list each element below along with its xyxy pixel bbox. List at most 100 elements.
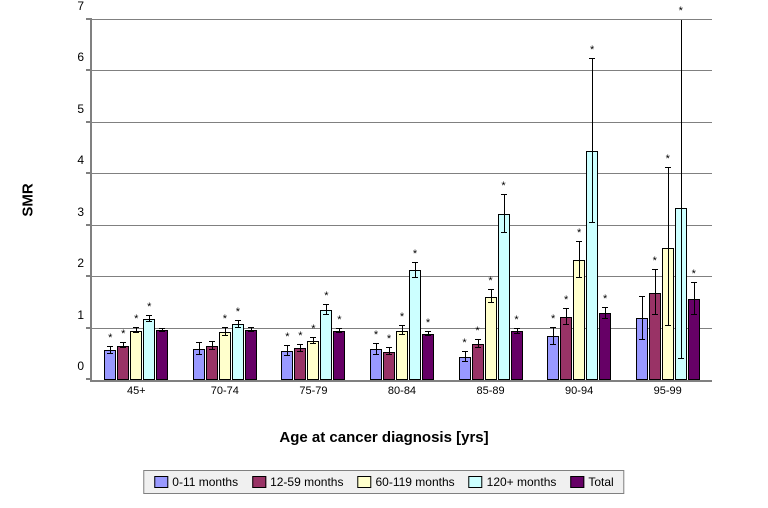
bar xyxy=(219,332,231,380)
x-category-label: 75-79 xyxy=(299,380,327,397)
error-cap xyxy=(639,296,645,297)
significance-star: * xyxy=(298,331,302,342)
significance-star: * xyxy=(475,326,479,337)
bar xyxy=(206,346,218,380)
error-cap xyxy=(475,347,481,348)
y-tick-label: 0 xyxy=(77,359,92,373)
error-bar xyxy=(566,309,567,325)
error-bar xyxy=(642,297,643,340)
error-cap xyxy=(550,327,556,328)
error-bar xyxy=(415,263,416,278)
error-cap xyxy=(425,335,431,336)
significance-star: * xyxy=(236,307,240,318)
bar xyxy=(498,214,510,380)
x-category-label: 85-89 xyxy=(476,380,504,397)
error-cap xyxy=(475,339,481,340)
x-category-label: 70-74 xyxy=(211,380,239,397)
error-bar xyxy=(655,270,656,314)
error-cap xyxy=(196,342,202,343)
error-cap xyxy=(550,344,556,345)
error-bar xyxy=(553,328,554,345)
significance-star: * xyxy=(311,324,315,335)
error-cap xyxy=(399,334,405,335)
error-cap xyxy=(488,289,494,290)
error-cap xyxy=(336,328,342,329)
significance-star: * xyxy=(413,249,417,260)
bar xyxy=(143,319,155,380)
error-cap xyxy=(425,331,431,332)
bar xyxy=(383,352,395,380)
legend-swatch xyxy=(252,476,266,488)
error-cap xyxy=(297,344,303,345)
error-bar xyxy=(694,283,695,315)
bar-group: 80-84***** xyxy=(358,20,447,380)
error-cap xyxy=(209,341,215,342)
bar xyxy=(156,330,168,380)
x-axis-label: Age at cancer diagnosis [yrs] xyxy=(279,429,488,446)
error-bar xyxy=(504,195,505,233)
significance-star: * xyxy=(488,276,492,287)
bar xyxy=(396,331,408,380)
significance-star: * xyxy=(666,154,670,165)
legend-item: 0-11 months xyxy=(154,475,238,489)
error-cap xyxy=(602,318,608,319)
error-cap xyxy=(589,222,595,223)
bar xyxy=(307,341,319,380)
error-cap xyxy=(576,277,582,278)
error-cap xyxy=(691,282,697,283)
error-cap xyxy=(323,314,329,315)
error-cap xyxy=(373,354,379,355)
legend-swatch xyxy=(357,476,371,488)
error-cap xyxy=(133,327,139,328)
error-cap xyxy=(652,314,658,315)
error-cap xyxy=(652,269,658,270)
error-bar xyxy=(668,168,669,326)
y-tick-label: 7 xyxy=(77,0,92,13)
error-cap xyxy=(639,339,645,340)
bar xyxy=(599,313,611,380)
error-cap xyxy=(412,277,418,278)
legend: 0-11 months12-59 months60-119 months120+… xyxy=(143,470,624,494)
error-cap xyxy=(159,328,165,329)
error-cap xyxy=(235,327,241,328)
significance-star: * xyxy=(514,315,518,326)
error-cap xyxy=(222,335,228,336)
bar-group: 70-74** xyxy=(181,20,270,380)
bar xyxy=(422,334,434,380)
error-cap xyxy=(133,332,139,333)
error-cap xyxy=(501,194,507,195)
error-cap xyxy=(488,302,494,303)
error-bar xyxy=(491,290,492,303)
y-axis-label: SMR xyxy=(20,183,37,216)
bar xyxy=(130,331,142,380)
legend-label: Total xyxy=(588,475,613,489)
significance-star: * xyxy=(400,312,404,323)
significance-star: * xyxy=(134,314,138,325)
error-cap xyxy=(284,345,290,346)
bar-group: 90-94***** xyxy=(535,20,624,380)
significance-star: * xyxy=(551,314,555,325)
significance-star: * xyxy=(692,269,696,280)
significance-star: * xyxy=(426,318,430,329)
error-cap xyxy=(563,324,569,325)
x-category-label: 95-99 xyxy=(654,380,682,397)
y-tick-label: 4 xyxy=(77,153,92,167)
error-cap xyxy=(235,320,241,321)
error-cap xyxy=(678,358,684,359)
y-tick-label: 5 xyxy=(77,102,92,116)
error-cap xyxy=(310,343,316,344)
error-cap xyxy=(501,232,507,233)
error-cap xyxy=(120,342,126,343)
bar xyxy=(409,270,421,380)
significance-star: * xyxy=(374,330,378,341)
plot-area: 0123456745+****70-74**75-79*****80-84***… xyxy=(90,20,712,382)
bar xyxy=(333,331,345,380)
significance-star: * xyxy=(223,314,227,325)
x-category-label: 45+ xyxy=(127,380,146,397)
error-cap xyxy=(310,337,316,338)
error-cap xyxy=(248,327,254,328)
error-cap xyxy=(107,346,113,347)
significance-star: * xyxy=(337,315,341,326)
bar-group: 75-79***** xyxy=(269,20,358,380)
error-cap xyxy=(386,354,392,355)
